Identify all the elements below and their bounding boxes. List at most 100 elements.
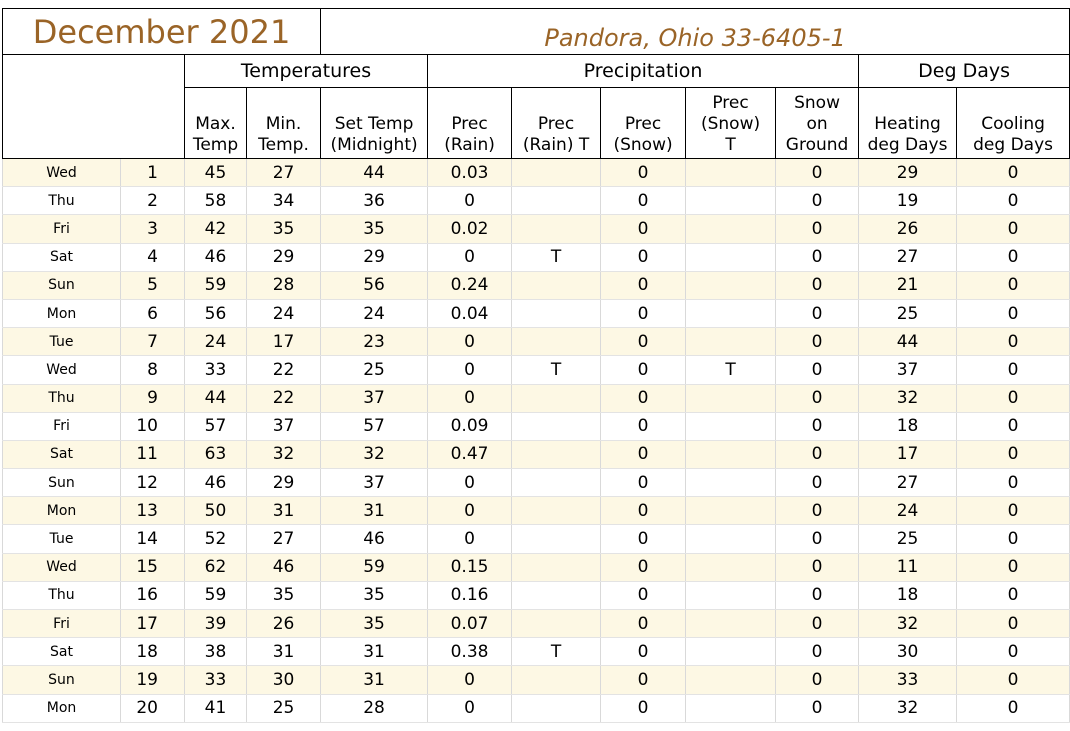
cell-day: 9 [120,384,185,413]
cell-prec-rain-t [511,524,602,554]
cell-cooling-deg-days: 0 [956,243,1070,272]
cell-min-temp: 31 [246,496,322,526]
cell-min-temp: 25 [246,694,322,723]
cell-cooling-deg-days: 0 [956,299,1070,329]
cell-weekday: Thu [2,581,121,611]
column-header-snow-on-ground: Snow on Ground [775,87,860,159]
table-row: Mon 20 41 25 28 0 0 0 32 0 [2,694,1070,723]
cell-prec-snow: 0 [600,440,687,470]
cell-min-temp: 46 [246,553,322,582]
cell-heating-deg-days: 37 [858,355,958,385]
cell-max-temp: 38 [184,637,247,667]
cell-cooling-deg-days: 0 [956,214,1070,244]
cell-set-temp: 37 [320,468,429,498]
cell-heating-deg-days: 44 [858,327,958,357]
cell-weekday: Thu [2,186,121,216]
cell-prec-snow-t [685,299,777,329]
cell-max-temp: 62 [184,553,247,582]
cell-min-temp: 35 [246,214,322,244]
column-header-line: Min. [265,114,302,134]
cell-max-temp: 42 [184,214,247,244]
cell-cooling-deg-days: 0 [956,271,1070,300]
table-row: Fri 10 57 37 57 0.09 0 0 18 0 [2,412,1070,441]
cell-prec-snow: 0 [600,243,687,272]
cell-prec-rain-t [511,440,602,470]
cell-max-temp: 33 [184,665,247,695]
cell-set-temp: 59 [320,553,429,582]
cell-heating-deg-days: 25 [858,299,958,329]
cell-heating-deg-days: 27 [858,468,958,498]
cell-min-temp: 17 [246,327,322,357]
cell-heating-deg-days: 27 [858,243,958,272]
cell-day: 13 [120,496,185,526]
cell-prec-snow-t [685,384,777,413]
cell-prec-rain: 0.03 [427,158,513,188]
cell-min-temp: 32 [246,440,322,470]
cell-prec-rain-t [511,299,602,329]
cell-prec-rain-t [511,384,602,413]
cell-prec-rain-t: T [511,243,602,272]
table-row: Thu 9 44 22 37 0 0 0 32 0 [2,384,1070,413]
column-header-line: on [806,114,828,134]
cell-weekday: Fri [2,412,121,441]
cell-prec-snow-t [685,524,777,554]
cell-heating-deg-days: 11 [858,553,958,582]
cell-prec-rain-t: T [511,637,602,667]
column-header-line: Temp. [258,135,309,155]
cell-prec-snow: 0 [600,412,687,441]
cell-max-temp: 44 [184,384,247,413]
cell-snow-on-ground: 0 [775,637,860,667]
cell-day: 4 [120,243,185,272]
cell-weekday: Sat [2,440,121,470]
cell-weekday: Wed [2,158,121,188]
cell-snow-on-ground: 0 [775,186,860,216]
cell-set-temp: 36 [320,186,429,216]
cell-max-temp: 63 [184,440,247,470]
cell-min-temp: 24 [246,299,322,329]
cell-cooling-deg-days: 0 [956,609,1070,639]
table-row: Sun 12 46 29 37 0 0 0 27 0 [2,468,1070,498]
cell-prec-rain-t [511,412,602,441]
cell-cooling-deg-days: 0 [956,158,1070,188]
cell-cooling-deg-days: 0 [956,355,1070,385]
cell-set-temp: 24 [320,299,429,329]
cell-set-temp: 31 [320,496,429,526]
cell-max-temp: 50 [184,496,247,526]
column-header-line: deg Days [973,135,1054,155]
cell-set-temp: 37 [320,384,429,413]
cell-prec-rain: 0 [427,694,513,723]
column-header-line: (Snow) [700,114,761,134]
weather-table: December 2021 Pandora, Ohio 33-6405-1 Te… [1,8,1070,723]
cell-set-temp: 56 [320,271,429,300]
cell-min-temp: 31 [246,637,322,667]
cell-max-temp: 33 [184,355,247,385]
table-row: Sat 18 38 31 31 0.38 T 0 0 30 0 [2,637,1070,667]
cell-snow-on-ground: 0 [775,553,860,582]
cell-weekday: Mon [2,694,121,723]
cell-prec-snow: 0 [600,355,687,385]
table-row: Thu 2 58 34 36 0 0 0 19 0 [2,186,1070,216]
cell-weekday: Mon [2,299,121,329]
cell-heating-deg-days: 29 [858,158,958,188]
cell-prec-snow: 0 [600,496,687,526]
cell-min-temp: 34 [246,186,322,216]
cell-snow-on-ground: 0 [775,327,860,357]
table-body: Wed 1 45 27 44 0.03 0 0 29 0 Thu 2 58 34 36 0 0 0 19 0 Fri 3 4… [2,158,1070,723]
cell-prec-rain: 0.47 [427,440,513,470]
cell-max-temp: 58 [184,186,247,216]
column-header-cooling-deg-days: Cooling deg Days [956,87,1070,159]
cell-max-temp: 39 [184,609,247,639]
table-row: Fri 3 42 35 35 0.02 0 0 26 0 [2,214,1070,244]
cell-set-temp: 28 [320,694,429,723]
cell-prec-rain: 0 [427,665,513,695]
cell-heating-deg-days: 21 [858,271,958,300]
cell-cooling-deg-days: 0 [956,496,1070,526]
column-header-prec-snow-t: Prec (Snow) T [685,87,777,159]
column-header-line: Prec [624,114,662,134]
cell-prec-rain-t [511,496,602,526]
table-row: Tue 14 52 27 46 0 0 0 25 0 [2,524,1070,554]
cell-min-temp: 35 [246,581,322,611]
cell-snow-on-ground: 0 [775,214,860,244]
cell-prec-rain-t [511,327,602,357]
column-header-line: (Midnight) [330,135,418,155]
